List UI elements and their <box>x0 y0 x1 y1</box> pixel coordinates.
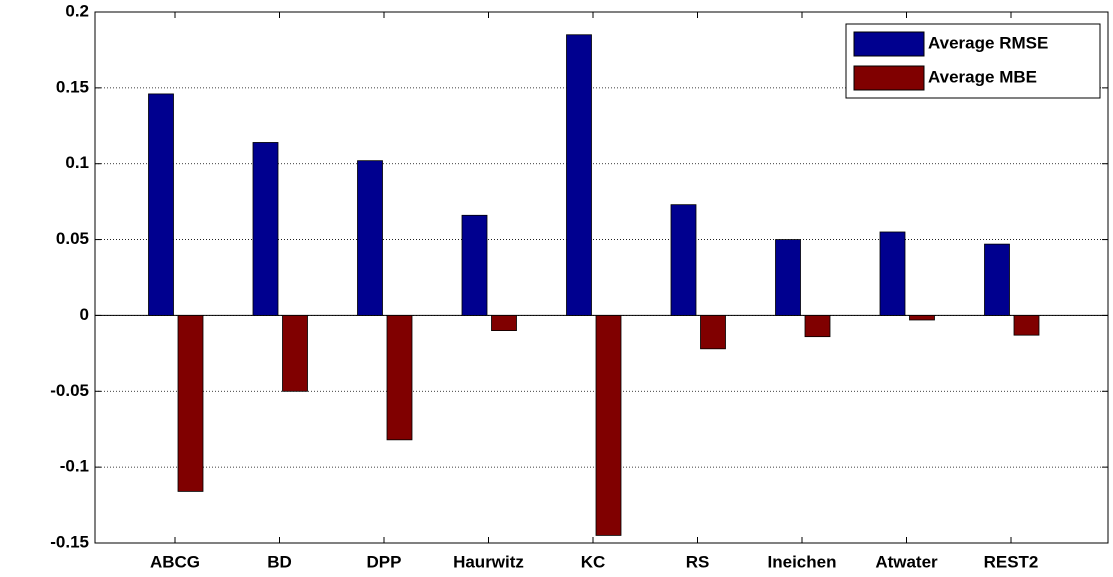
legend-swatch <box>853 65 925 91</box>
y-tick-label: 0.2 <box>65 1 89 20</box>
x-tick-label: REST2 <box>984 552 1039 571</box>
bar <box>566 34 592 316</box>
legend-label: Average MBE <box>928 67 1037 86</box>
x-tick-label: Ineichen <box>768 552 837 571</box>
bar <box>177 315 204 492</box>
bar <box>252 142 279 316</box>
bar <box>1013 315 1040 336</box>
x-tick-label: KC <box>581 552 606 571</box>
x-tick-label: RS <box>686 552 710 571</box>
y-tick-label: 0.05 <box>56 229 89 248</box>
y-tick-label: 0 <box>80 305 89 324</box>
bar <box>775 239 801 316</box>
x-tick-label: ABCG <box>150 552 200 571</box>
bar <box>386 315 413 441</box>
bar <box>700 315 726 350</box>
y-tick-label: -0.1 <box>60 457 89 476</box>
y-tick-label: -0.15 <box>50 532 89 551</box>
bar <box>282 315 308 392</box>
x-tick-label: Atwater <box>875 552 938 571</box>
legend: Average RMSE Average MBE <box>845 23 1101 99</box>
bar <box>148 93 174 316</box>
bar <box>595 315 622 536</box>
y-tick-label: -0.05 <box>50 381 89 400</box>
y-tick-label: 0.1 <box>65 153 89 172</box>
x-tick-label: DPP <box>367 552 402 571</box>
bar <box>670 204 697 316</box>
x-tick-label: BD <box>267 552 292 571</box>
bar <box>461 214 488 316</box>
x-tick-label: Haurwitz <box>453 552 524 571</box>
y-tick-label: 0.15 <box>56 77 89 96</box>
bar <box>491 315 517 331</box>
legend-swatch <box>853 31 925 57</box>
plot-frame <box>94 11 1109 544</box>
bar <box>909 315 935 321</box>
legend-label: Average RMSE <box>928 33 1048 52</box>
bar <box>984 243 1010 316</box>
bar <box>879 231 906 316</box>
bar <box>804 315 831 338</box>
bar <box>357 160 383 316</box>
